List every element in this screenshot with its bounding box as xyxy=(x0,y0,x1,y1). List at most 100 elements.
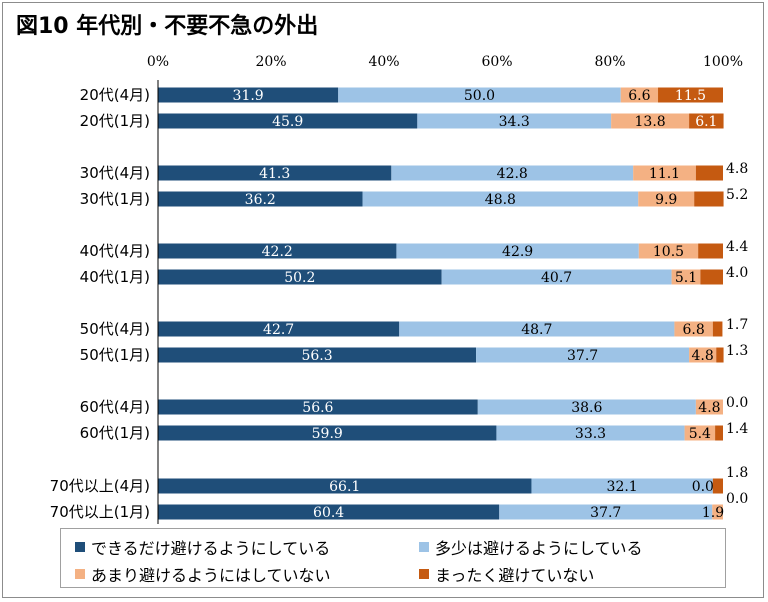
x-tick-label: 80% xyxy=(594,54,625,70)
bar-not-really-avoid xyxy=(671,269,701,285)
data-label: 4.8 xyxy=(726,161,748,177)
bar-avoid-as-much xyxy=(158,191,363,207)
bar-avoid-as-much xyxy=(158,113,418,129)
bar-not-really-avoid xyxy=(674,321,713,337)
data-label: 0.0 xyxy=(692,479,714,495)
data-label: 56.6 xyxy=(302,400,333,416)
data-label: 0.0 xyxy=(726,491,748,507)
bar-not-at-all xyxy=(712,321,723,337)
bar-not-really-avoid xyxy=(620,87,659,103)
data-label: 50.2 xyxy=(284,270,315,286)
data-label: 36.2 xyxy=(245,192,276,208)
bar-avoid-as-much xyxy=(158,269,442,285)
legend-label-not-really-avoid: あまり避けるようにはしていない xyxy=(91,566,331,585)
data-label: 42.2 xyxy=(262,244,293,260)
data-label: 11.5 xyxy=(675,88,706,104)
data-label: 4.8 xyxy=(698,400,720,416)
bar-not-really-avoid xyxy=(712,504,723,520)
data-label: 37.7 xyxy=(567,348,598,364)
data-label: 9.9 xyxy=(655,192,677,208)
legend-label-avoid-somewhat: 多少は避けるようにしている xyxy=(435,539,643,558)
bar-avoid-somewhat xyxy=(399,321,675,337)
legend-swatch-not-at-all xyxy=(419,569,429,579)
data-label: 5.2 xyxy=(726,187,748,203)
bar-not-at-all xyxy=(712,478,723,494)
bar-avoid-as-much xyxy=(158,321,400,337)
data-label: 1.9 xyxy=(702,505,724,521)
chart-title: 図10 年代別・不要不急の外出 xyxy=(16,14,319,39)
x-tick-label: 100% xyxy=(703,54,743,70)
bar-avoid-somewhat xyxy=(362,191,639,207)
data-label: 1.8 xyxy=(726,465,748,481)
bar-avoid-as-much xyxy=(158,243,397,259)
data-label: 6.1 xyxy=(695,114,717,130)
data-label: 34.3 xyxy=(499,114,530,130)
bar-avoid-somewhat xyxy=(441,269,672,285)
data-label: 56.3 xyxy=(301,348,332,364)
category-label: 30代(1月) xyxy=(80,190,150,208)
bar-avoid-somewhat xyxy=(477,399,696,415)
chart-plot: 0% 20% 40% 60% 80% 100% 20代(4月) 31.9 50.0 6.6 11.5… xyxy=(50,54,748,524)
legend-swatch-not-really-avoid xyxy=(75,569,85,579)
data-label: 13.8 xyxy=(635,114,666,130)
bar-avoid-somewhat xyxy=(338,87,621,103)
legend-item-avoid-as-much: できるだけ避けるようにしている xyxy=(75,535,330,559)
category-label: 70代以上(1月) xyxy=(50,503,150,521)
data-label: 4.8 xyxy=(692,348,714,364)
data-label: 31.9 xyxy=(233,88,264,104)
legend-item-avoid-somewhat: 多少は避けるようにしている xyxy=(419,535,643,559)
bar-not-really-avoid xyxy=(689,347,717,363)
legend-item-not-at-all: まったく避けていない xyxy=(419,562,594,586)
data-label: 6.8 xyxy=(682,322,704,338)
data-label: 4.0 xyxy=(726,265,748,281)
bar-avoid-somewhat xyxy=(499,504,713,520)
bar-avoid-somewhat xyxy=(531,478,713,494)
data-label: 1.3 xyxy=(726,343,748,359)
bar-avoid-as-much xyxy=(158,504,500,520)
data-label: 10.5 xyxy=(653,244,684,260)
data-label: 1.7 xyxy=(726,317,748,333)
bar-avoid-somewhat xyxy=(417,113,612,129)
bar-not-at-all xyxy=(716,347,724,363)
bar-avoid-as-much xyxy=(158,87,339,103)
chart-legend: できるだけ避けるようにしている 多少は避けるようにしている あまり避けるようには… xyxy=(60,528,726,588)
data-label: 1.4 xyxy=(726,421,748,437)
category-label: 40代(1月) xyxy=(80,268,150,286)
data-label: 6.6 xyxy=(628,88,650,104)
bar-avoid-as-much xyxy=(158,425,497,441)
bar-not-really-avoid xyxy=(684,425,716,441)
category-label: 20代(1月) xyxy=(80,112,150,130)
x-tick-label: 20% xyxy=(255,54,286,70)
x-tick-label: 40% xyxy=(368,54,399,70)
data-label: 50.0 xyxy=(464,88,495,104)
bar-avoid-somewhat xyxy=(496,425,685,441)
bar-avoid-as-much xyxy=(158,165,392,181)
bar-not-really-avoid xyxy=(638,243,699,259)
data-label: 11.1 xyxy=(649,166,680,182)
data-label: 5.4 xyxy=(689,426,711,442)
bar-not-really-avoid xyxy=(611,113,690,129)
x-tick-label: 60% xyxy=(481,54,512,70)
bar-not-at-all xyxy=(700,269,723,285)
x-tick-label: 0% xyxy=(147,54,169,70)
category-label: 40代(4月) xyxy=(80,242,150,260)
bar-not-at-all xyxy=(698,243,723,259)
data-label: 42.9 xyxy=(502,244,533,260)
data-label: 66.1 xyxy=(329,479,360,495)
data-label: 48.8 xyxy=(485,192,516,208)
bar-not-at-all xyxy=(694,191,724,207)
data-label: 4.4 xyxy=(726,239,748,255)
data-label: 0.0 xyxy=(726,395,748,411)
legend-swatch-avoid-somewhat xyxy=(419,542,429,552)
data-label: 48.7 xyxy=(521,322,552,338)
category-label: 70代以上(4月) xyxy=(50,477,150,495)
legend-item-not-really-avoid: あまり避けるようにはしていない xyxy=(75,562,331,586)
category-label: 50代(1月) xyxy=(80,346,150,364)
bar-not-really-avoid xyxy=(638,191,695,207)
data-label: 45.9 xyxy=(272,114,303,130)
bar-not-really-avoid xyxy=(633,165,696,181)
category-label: 60代(4月) xyxy=(80,398,150,416)
data-label: 40.7 xyxy=(541,270,572,286)
legend-label-avoid-as-much: できるだけ避けるようにしている xyxy=(91,539,331,558)
data-label: 60.4 xyxy=(313,505,344,521)
